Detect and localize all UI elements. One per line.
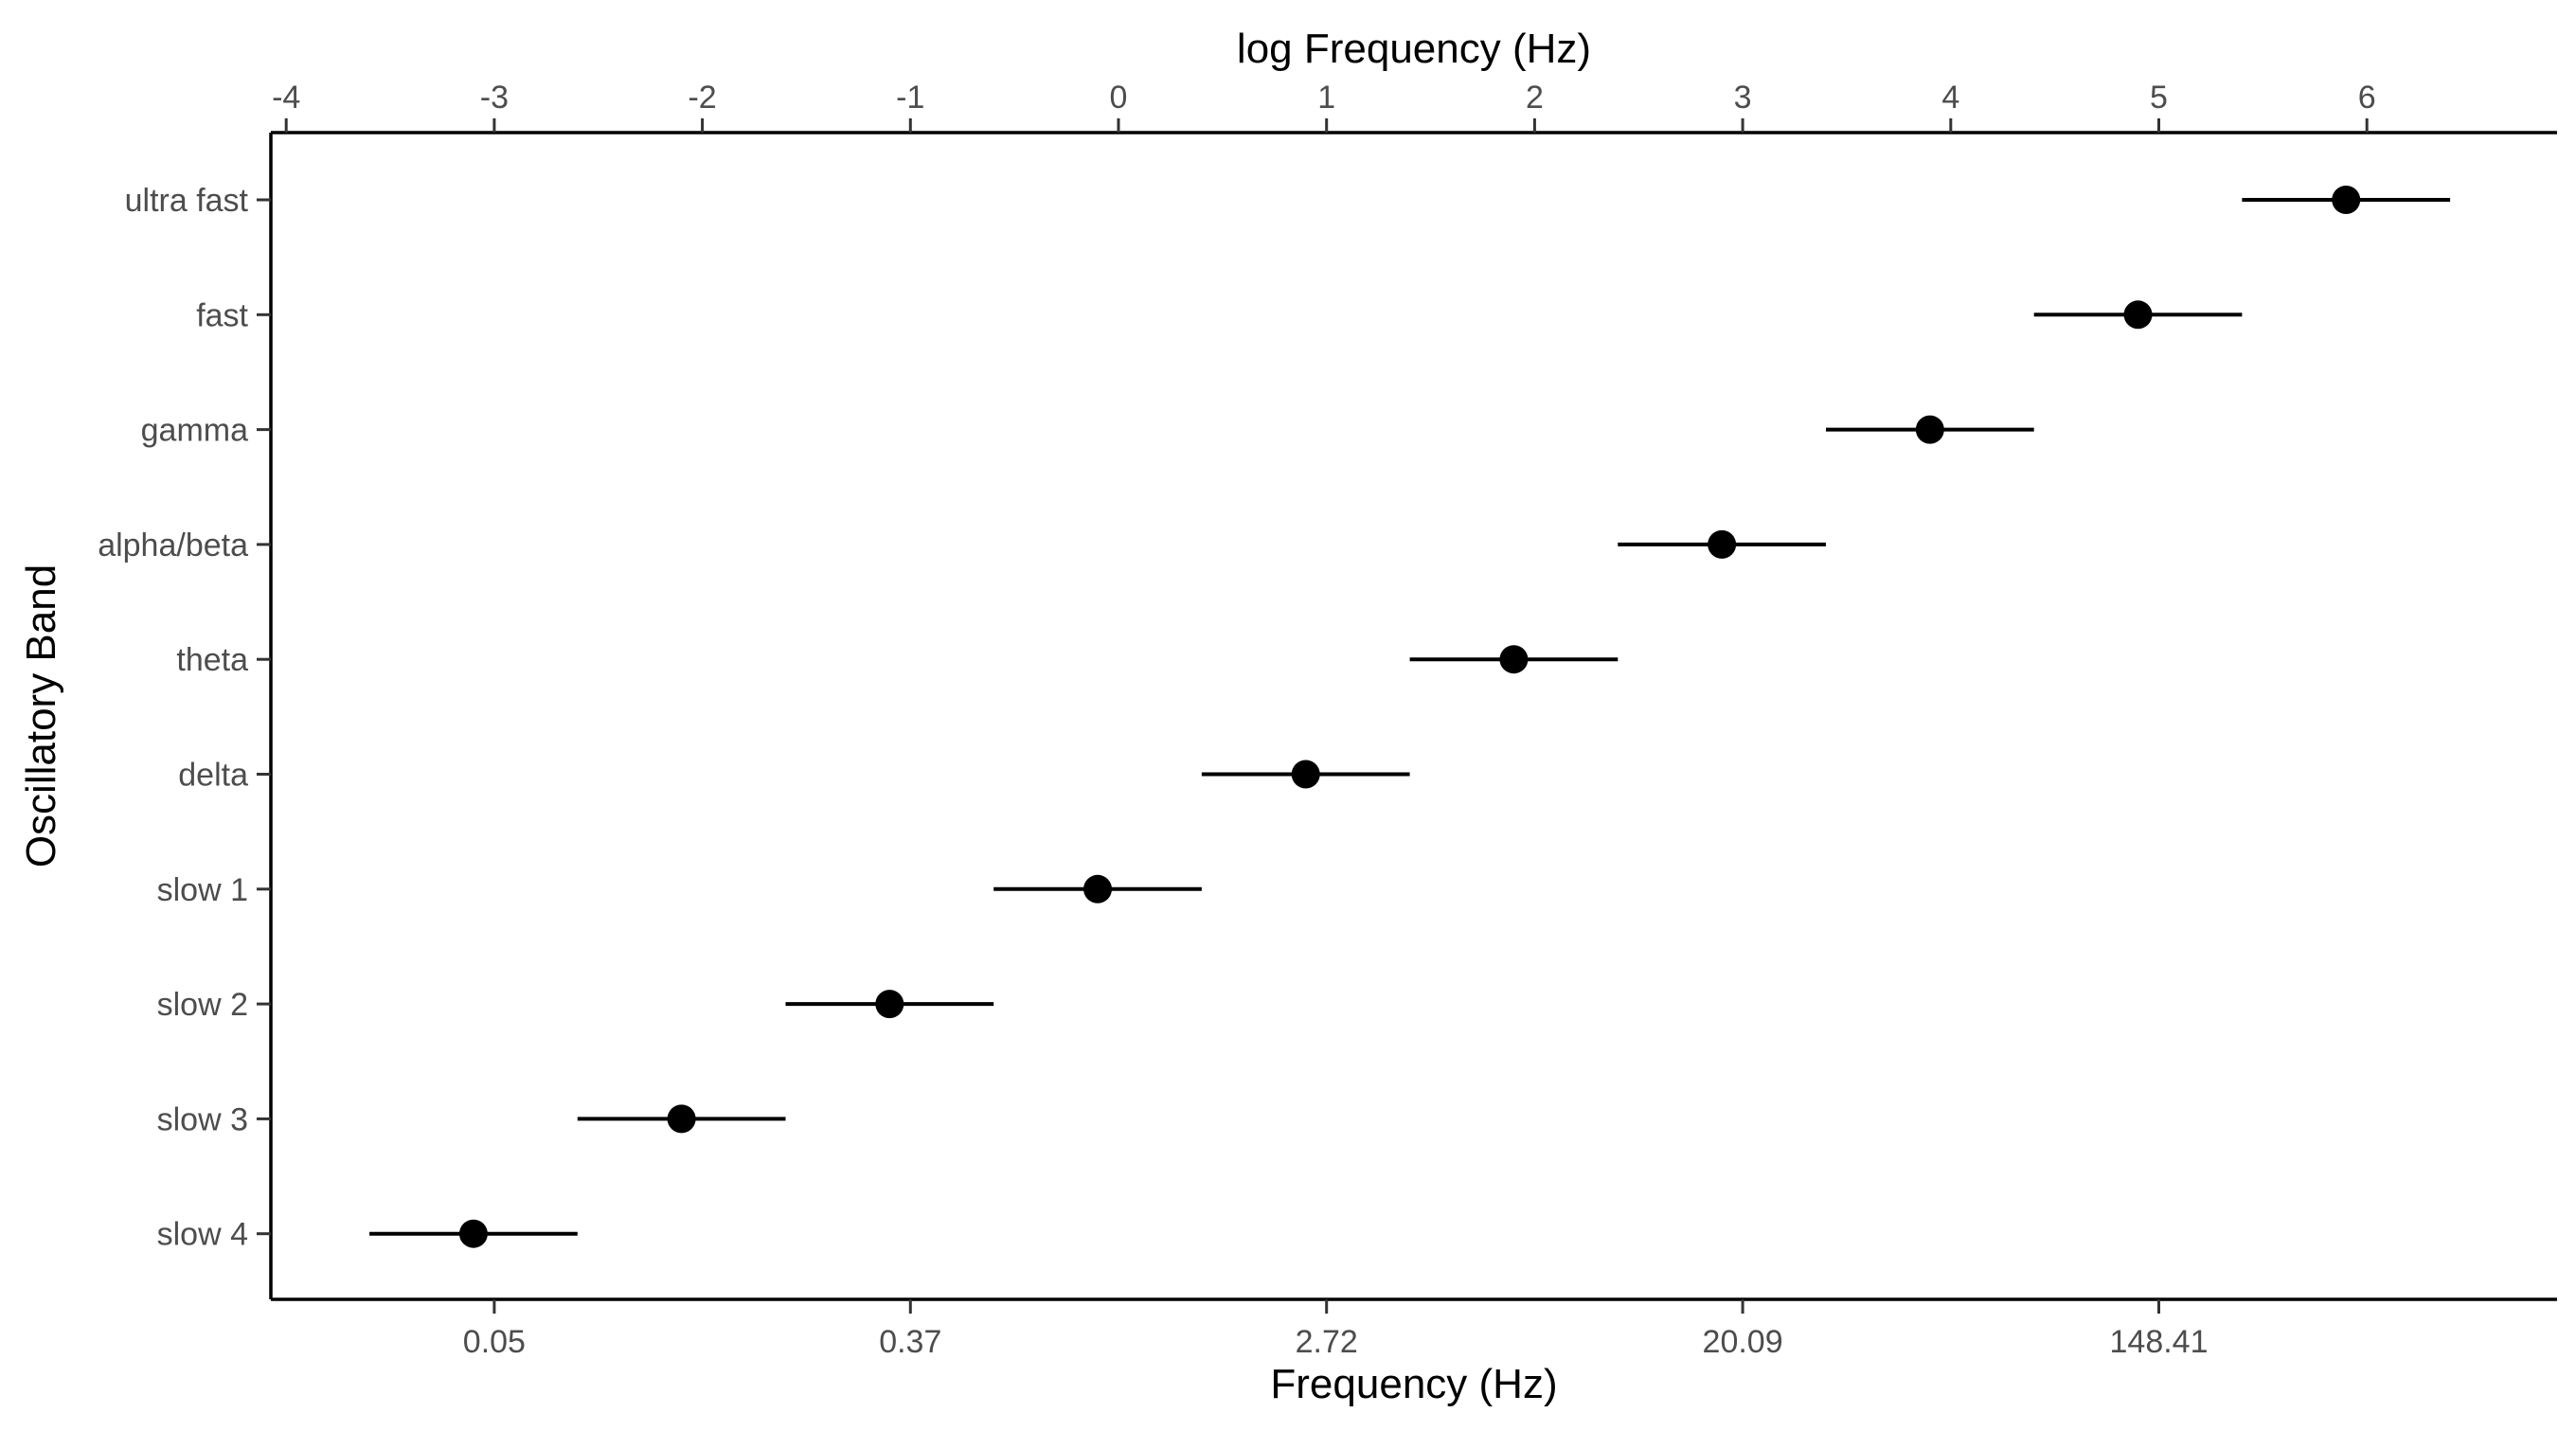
- bottom-tick-label: 20.09: [1703, 1324, 1783, 1360]
- y-tick-label: gamma: [141, 413, 248, 449]
- data-point: [875, 990, 904, 1019]
- bottom-tick-label: 0.37: [879, 1324, 941, 1360]
- top-tick-label: 3: [1734, 80, 1752, 116]
- y-axis-title: Oscillatory Band: [18, 564, 64, 868]
- data-point: [2332, 186, 2361, 214]
- top-tick-label: 5: [2150, 80, 2168, 116]
- bottom-axis-ticks: 0.05 0.37 2.72 20.09 148.41: [463, 1299, 2209, 1360]
- top-tick-label: 0: [1110, 80, 1128, 116]
- chart-axes: [269, 131, 2557, 1301]
- y-tick-label: slow 2: [157, 987, 248, 1023]
- y-tick-label: fast: [196, 297, 248, 333]
- top-tick-label: -4: [272, 80, 300, 116]
- y-tick-label: slow 1: [157, 872, 248, 908]
- y-tick-label: ultra fast: [125, 183, 249, 219]
- top-tick-label: -3: [480, 80, 509, 116]
- chart-marks: [369, 186, 2451, 1248]
- top-tick-label: 2: [1526, 80, 1544, 116]
- y-tick-label: delta: [178, 758, 248, 794]
- top-tick-label: -2: [688, 80, 716, 116]
- bottom-tick-label: 0.05: [463, 1324, 526, 1360]
- y-tick-label: slow 3: [157, 1101, 248, 1137]
- top-tick-label: 1: [1317, 80, 1335, 116]
- bottom-tick-label: 2.72: [1296, 1324, 1358, 1360]
- data-point: [1291, 760, 1320, 789]
- top-axis-title: log Frequency (Hz): [1237, 26, 1591, 72]
- data-point: [2123, 300, 2153, 330]
- y-tick-label: alpha/beta: [98, 528, 248, 563]
- top-axis-ticks: -4 -3 -2 -1 0 1 2 3 4 5 6: [272, 80, 2376, 133]
- bottom-axis-title: Frequency (Hz): [1270, 1361, 1557, 1407]
- data-point: [1708, 529, 1737, 559]
- data-point: [1083, 874, 1113, 903]
- data-point: [1915, 415, 1944, 444]
- top-tick-label: 6: [2358, 80, 2376, 116]
- data-point: [1499, 645, 1529, 674]
- y-tick-label: theta: [176, 642, 248, 678]
- y-tick-label: slow 4: [157, 1217, 248, 1253]
- top-tick-label: 4: [1941, 80, 1959, 116]
- bottom-tick-label: 148.41: [2110, 1324, 2209, 1360]
- data-point: [667, 1104, 696, 1134]
- data-point: [458, 1219, 488, 1248]
- top-tick-label: -1: [896, 80, 924, 116]
- y-axis-ticks: ultra fast fast gamma alpha/beta theta delta s…: [98, 183, 271, 1253]
